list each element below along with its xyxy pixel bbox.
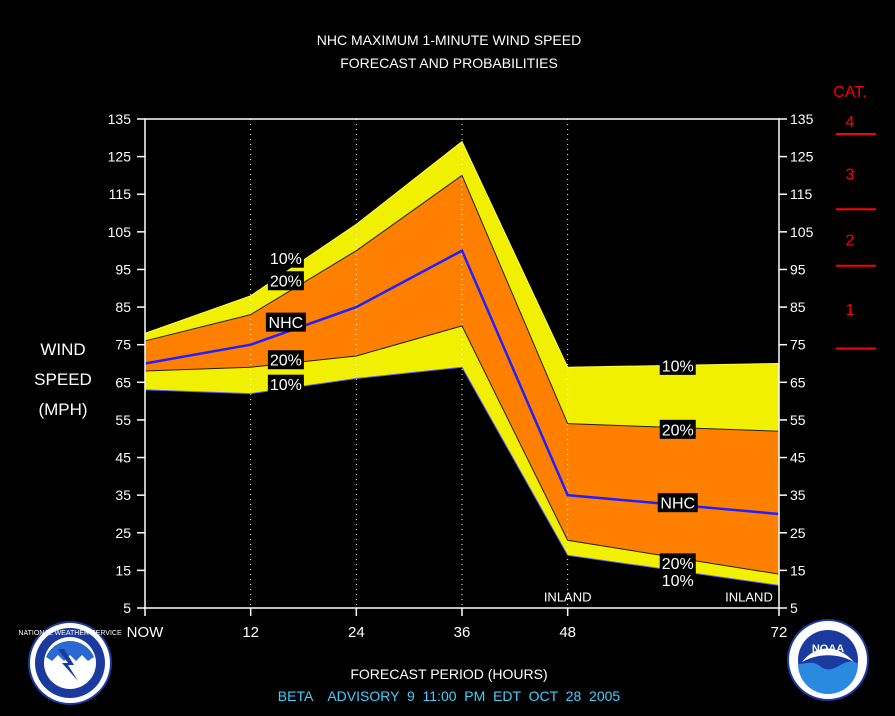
y-tick-label-right-125: 125 <box>790 149 814 165</box>
band-20-percent <box>145 175 779 575</box>
band-label-bg-9 <box>659 570 696 590</box>
nws-logo: NATIONAL WEATHER SERVICE <box>18 621 122 705</box>
category-label-4: 4 <box>846 114 855 131</box>
y-tick-label-left-5: 5 <box>123 600 131 616</box>
y-axis-label-line-2: (MPH) <box>38 400 87 419</box>
band-label-4: 10% <box>270 377 302 394</box>
x-tick-label-0: NOW <box>127 624 165 641</box>
noaa-logo-text: NOAA <box>812 643 844 655</box>
y-axis-label-line-0: WIND <box>40 340 85 359</box>
band-label-bg-8 <box>659 553 696 573</box>
y-tick-label-left-85: 85 <box>115 299 131 315</box>
noaa-logo: NOAA <box>787 619 869 701</box>
line-20-upper <box>144 174 780 432</box>
y-tick-label-right-5: 5 <box>790 600 798 616</box>
y-tick-label-right-15: 15 <box>790 562 806 578</box>
nws-logo-text: NATIONAL WEATHER SERVICE <box>18 630 122 637</box>
y-tick-label-right-65: 65 <box>790 374 806 390</box>
x-tick-label-12: 12 <box>242 624 259 641</box>
inland-label-1: INLAND <box>725 589 773 604</box>
nhc-forecast-line <box>144 248 780 516</box>
band-label-bg-7 <box>657 493 698 513</box>
inland-label-0: INLAND <box>544 589 592 604</box>
x-tick-label-36: 36 <box>454 624 471 641</box>
y-tick-label-left-115: 115 <box>109 186 132 202</box>
chart-title-line2: FORECAST AND PROBABILITIES <box>340 55 558 71</box>
category-label-1: 1 <box>846 302 855 319</box>
y-tick-label-right-55: 55 <box>790 412 806 428</box>
band-label-9: 10% <box>662 573 694 590</box>
y-tick-label-left-135: 135 <box>108 111 132 127</box>
y-tick-label-left-105: 105 <box>108 224 132 240</box>
band-label-5: 10% <box>662 358 694 375</box>
category-scale: CAT. 1 2 3 4 <box>833 84 876 350</box>
band-label-bg-3 <box>267 350 304 370</box>
band-label-bg-4 <box>267 374 304 394</box>
y-axis-label: WIND SPEED (MPH) <box>34 340 92 419</box>
line-10-lower <box>144 366 780 586</box>
y-tick-label-left-15: 15 <box>115 562 131 578</box>
band-label-8: 20% <box>662 556 694 573</box>
band-label-0: 10% <box>270 251 302 268</box>
category-label-3: 3 <box>846 167 855 184</box>
y-tick-label-left-35: 35 <box>115 487 131 503</box>
y-tick-label-right-75: 75 <box>790 337 806 353</box>
y-tick-label-right-115: 115 <box>790 186 813 202</box>
y-tick-label-right-35: 35 <box>790 487 806 503</box>
y-tick-label-left-25: 25 <box>115 525 131 541</box>
band-label-bg-2 <box>265 312 306 332</box>
band-label-bg-1 <box>267 271 304 291</box>
x-tick-label-24: 24 <box>348 624 365 641</box>
y-tick-label-left-65: 65 <box>115 374 131 390</box>
y-tick-label-right-45: 45 <box>790 450 806 466</box>
band-label-bg-0 <box>267 248 304 268</box>
y-tick-label-left-75: 75 <box>115 337 131 353</box>
y-tick-label-right-105: 105 <box>790 224 814 240</box>
y-tick-label-right-95: 95 <box>790 261 806 277</box>
category-label-2: 2 <box>846 232 855 249</box>
x-tick-label-48: 48 <box>559 624 576 641</box>
y-tick-label-left-95: 95 <box>115 261 131 277</box>
band-label-bg-6 <box>659 419 696 439</box>
y-tick-label-left-55: 55 <box>115 412 131 428</box>
band-label-bg-5 <box>659 355 696 375</box>
band-label-3: 20% <box>270 353 302 370</box>
band-label-6: 20% <box>662 422 694 439</box>
category-header: CAT. <box>833 84 866 101</box>
y-tick-label-left-45: 45 <box>115 450 131 466</box>
series-lines <box>144 140 780 586</box>
advisory-text: BETA ADVISORY 9 11:00 PM EDT OCT 28 2005 <box>278 688 621 704</box>
band-label-7: NHC <box>660 496 695 513</box>
line-20-lower <box>144 325 780 575</box>
probability-bands <box>145 141 779 586</box>
x-axis-label: FORECAST PERIOD (HOURS) <box>350 666 547 682</box>
y-tick-label-left-125: 125 <box>108 149 132 165</box>
band-label-1: 20% <box>270 274 302 291</box>
chart-title-line1: NHC MAXIMUM 1-MINUTE WIND SPEED <box>317 32 581 48</box>
x-tick-label-72: 72 <box>771 624 788 641</box>
y-tick-label-right-135: 135 <box>790 111 814 127</box>
y-axis-label-line-1: SPEED <box>34 370 92 389</box>
band-label-2: NHC <box>269 315 304 332</box>
y-tick-label-right-25: 25 <box>790 525 806 541</box>
line-10-upper <box>144 140 780 368</box>
y-tick-label-right-85: 85 <box>790 299 806 315</box>
